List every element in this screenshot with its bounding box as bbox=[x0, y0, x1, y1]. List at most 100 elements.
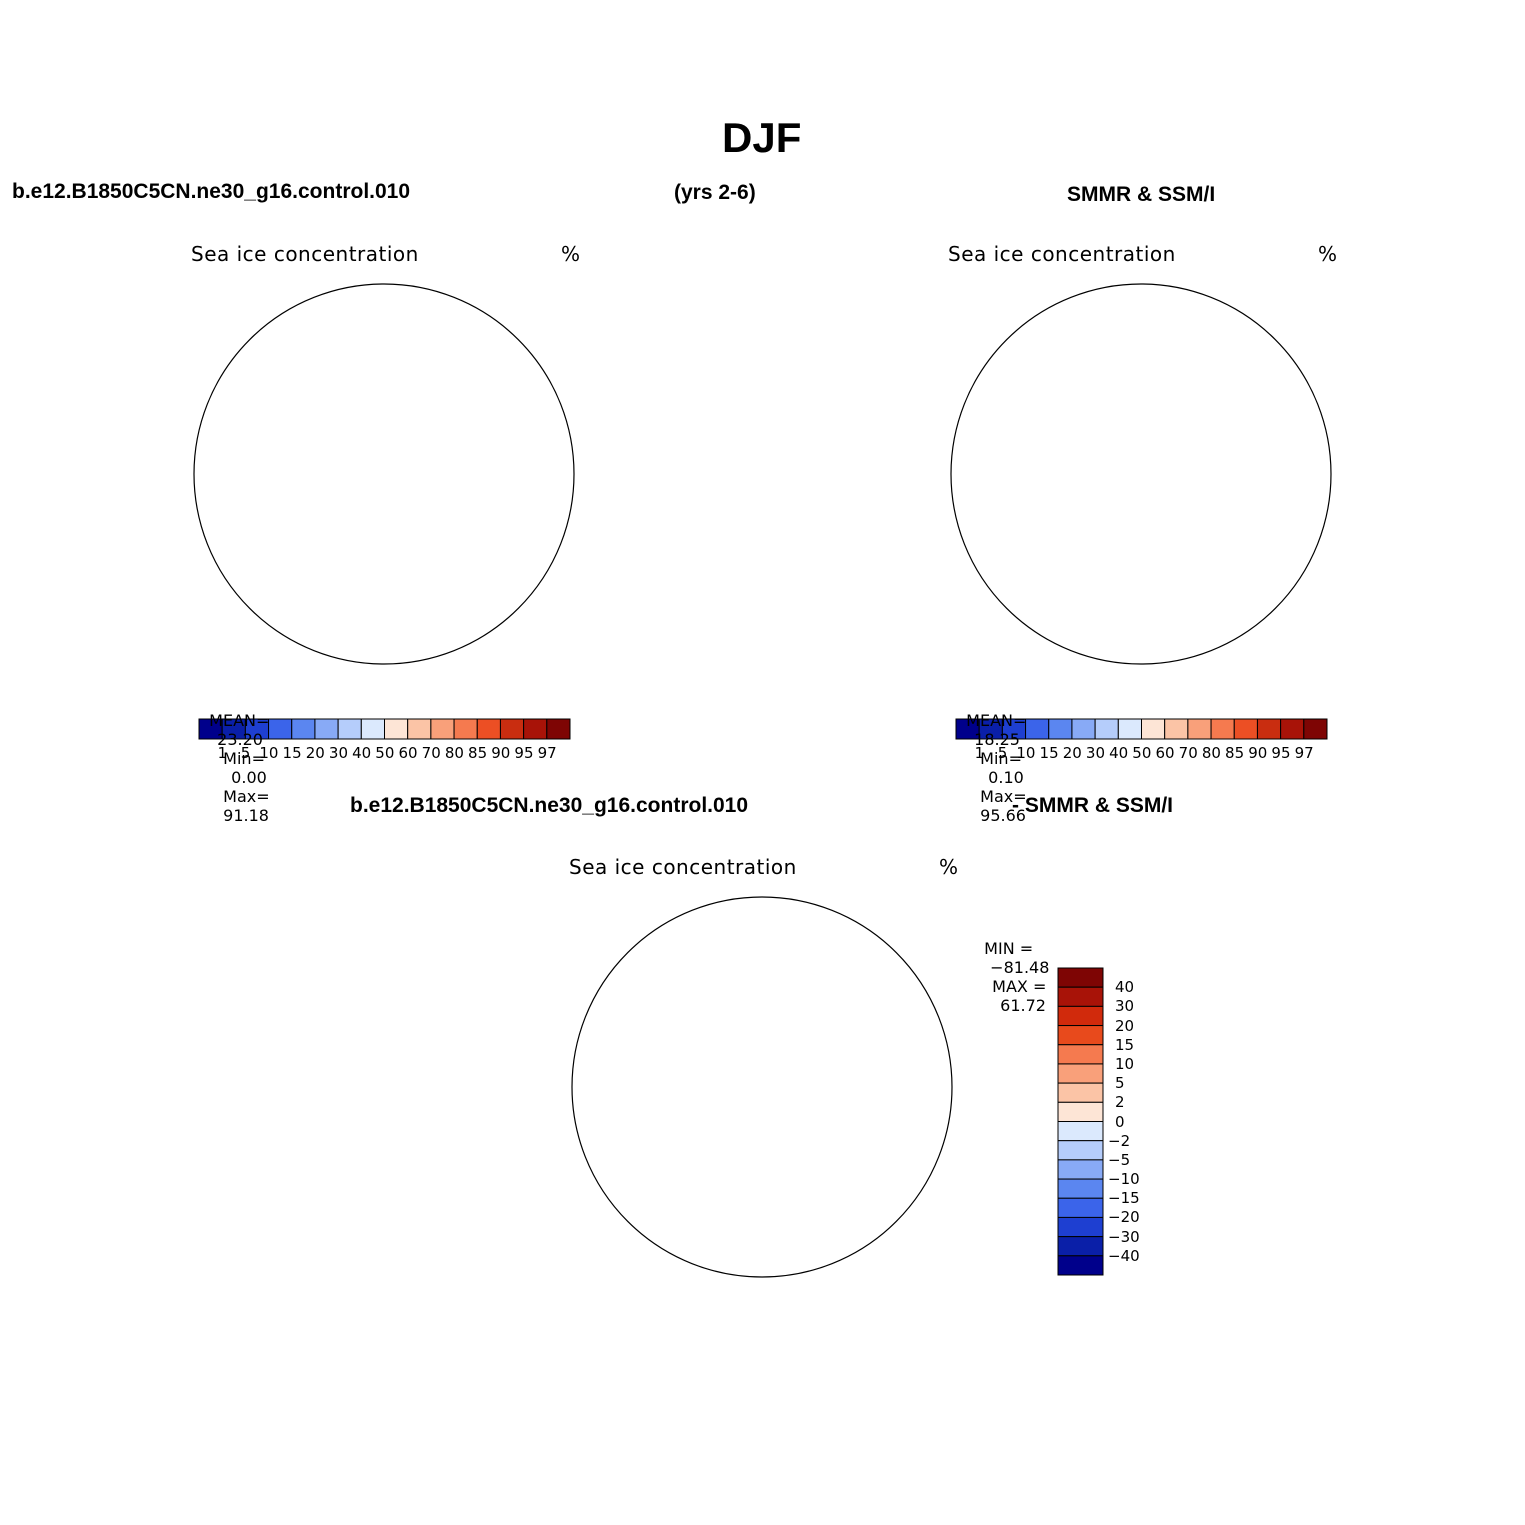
diff-weddell-negative bbox=[622, 967, 732, 1057]
colorbar-tick-label: 95 bbox=[1271, 744, 1291, 762]
model-min-value: 0.00 bbox=[231, 768, 267, 787]
obs-concentration-band bbox=[1002, 337, 1283, 613]
colorbar-swatch bbox=[1057, 1236, 1104, 1257]
colorbar-tick-label: 10 bbox=[1115, 1054, 1135, 1073]
colorbar-swatch bbox=[1057, 1216, 1104, 1238]
colorbar-tick-label: 5 bbox=[240, 744, 251, 762]
diff-antarctica-coast bbox=[650, 978, 891, 1193]
obs-concentration-band bbox=[997, 328, 1291, 620]
colorbar-swatch bbox=[1210, 718, 1235, 740]
colorbar-swatch bbox=[1057, 1082, 1104, 1103]
diff-small-positive-band bbox=[604, 914, 940, 1253]
diff-very-large-positive-band bbox=[640, 952, 897, 1209]
model-max-value: 91.18 bbox=[223, 806, 269, 825]
colorbar-tick-label: 5 bbox=[1115, 1074, 1125, 1093]
model-panel-units: % bbox=[561, 242, 581, 266]
colorbar-swatch bbox=[1141, 718, 1166, 740]
colorbar-tick-label: −15 bbox=[1108, 1189, 1140, 1208]
model-panel-title: Sea ice concentration bbox=[191, 242, 419, 266]
model-min-label: Min= bbox=[223, 749, 265, 768]
colorbar-swatch bbox=[1057, 1178, 1104, 1199]
colorbar-swatch bbox=[1057, 1140, 1104, 1161]
colorbar-tick-label: 30 bbox=[328, 744, 349, 762]
colorbar-swatch bbox=[1057, 986, 1104, 1007]
colorbar-tick-label: 50 bbox=[375, 744, 395, 762]
model-mean-value: 23.20 bbox=[217, 730, 263, 749]
obs-stats: MEAN= 18.25 Min= 0.10 Max= 95.66 bbox=[956, 692, 1027, 825]
obs-header: SMMR & SSM/I bbox=[1067, 183, 1216, 206]
colorbar-tick-label: 20 bbox=[1062, 744, 1082, 762]
model-concentration-band bbox=[231, 314, 548, 630]
diff-ross-negative bbox=[637, 1162, 727, 1202]
obs-antarctica-coast bbox=[1029, 365, 1270, 580]
colorbar-tick-label: 70 bbox=[421, 744, 441, 762]
colorbar-swatch bbox=[1057, 1044, 1104, 1065]
colorbar-swatch bbox=[268, 718, 293, 740]
model-mean-label: MEAN= bbox=[209, 711, 270, 730]
colorbar-tick-label: 80 bbox=[444, 744, 464, 762]
colorbar-tick-label: 15 bbox=[1039, 744, 1059, 762]
model-antarctica-coast bbox=[272, 365, 513, 580]
colorbar-swatch bbox=[407, 718, 432, 740]
colorbar-tick-label: 20 bbox=[305, 744, 325, 762]
colorbar-swatch bbox=[1057, 1159, 1104, 1180]
colorbar-swatch bbox=[1057, 1025, 1104, 1046]
diff-small-negative-band bbox=[583, 903, 946, 1264]
colorbar-swatch bbox=[360, 718, 385, 740]
diff-west-light-negative bbox=[562, 887, 652, 1287]
obs-min-value: 0.10 bbox=[988, 768, 1024, 787]
diff-background bbox=[562, 887, 962, 1287]
colorbar-tick-label: −40 bbox=[1108, 1246, 1140, 1265]
obs-colorbar bbox=[955, 718, 1328, 740]
colorbar-tick-label: −10 bbox=[1108, 1170, 1140, 1189]
obs-concentration-band bbox=[1018, 352, 1257, 592]
colorbar-swatch bbox=[1057, 1005, 1104, 1027]
colorbar-tick-label: −2 bbox=[1108, 1131, 1131, 1150]
colorbar-swatch bbox=[1057, 1101, 1104, 1122]
colorbar-tick-label: 50 bbox=[1132, 744, 1152, 762]
obs-ice-free-sector bbox=[941, 324, 1001, 674]
obs-concentration-band bbox=[1006, 346, 1273, 606]
colorbar-tick-label: −5 bbox=[1108, 1150, 1131, 1169]
colorbar-swatch bbox=[546, 718, 571, 740]
colorbar-tick-label: 15 bbox=[282, 744, 302, 762]
colorbar-tick-label: 97 bbox=[1294, 744, 1314, 762]
obs-mean-label: MEAN= bbox=[966, 711, 1027, 730]
obs-max-label: Max= bbox=[980, 787, 1027, 806]
model-concentration-band bbox=[271, 356, 506, 591]
model-concentration-band bbox=[274, 369, 496, 584]
colorbar-tick-label: 0 bbox=[1115, 1112, 1125, 1131]
colorbar-tick-label: 10 bbox=[259, 744, 279, 762]
obs-weddell-high-ice bbox=[1023, 374, 1119, 434]
obs-concentration-band bbox=[990, 317, 1300, 627]
diff-stats: MIN = −81.48 MAX = 61.72 bbox=[974, 920, 1049, 1015]
model-stats: MEAN= 23.20 Min= 0.00 Max= 91.18 bbox=[199, 692, 270, 825]
colorbar-swatch bbox=[1280, 718, 1305, 740]
diff-max-label: MAX = bbox=[992, 977, 1047, 996]
colorbar-swatch bbox=[1057, 1121, 1104, 1142]
diff-positive-band bbox=[620, 932, 925, 1237]
colorbar-tick-label: 40 bbox=[1109, 744, 1129, 762]
colorbar-tick-label: 1 bbox=[217, 744, 228, 762]
obs-panel-units: % bbox=[1318, 242, 1338, 266]
diff-map bbox=[562, 887, 962, 1287]
diff-max-value: 61.72 bbox=[1000, 996, 1046, 1015]
obs-map bbox=[941, 283, 1332, 674]
obs-weddell-core bbox=[1037, 386, 1101, 422]
model-concentration-band bbox=[268, 351, 510, 593]
colorbar-tick-label: 70 bbox=[1178, 744, 1198, 762]
model-case-header: b.e12.B1850C5CN.ne30_g16.control.010 bbox=[12, 180, 411, 203]
colorbar-swatch bbox=[314, 718, 339, 740]
colorbar-tick-label: 85 bbox=[468, 744, 488, 762]
diff-panel-units: % bbox=[939, 855, 959, 879]
model-max-label: Max= bbox=[223, 787, 270, 806]
model-concentration-band bbox=[197, 279, 581, 663]
colorbar-tick-label: 30 bbox=[1115, 997, 1135, 1016]
diff-inner-band bbox=[647, 967, 882, 1199]
model-concentration-band bbox=[263, 346, 515, 599]
colorbar-swatch bbox=[1057, 1197, 1104, 1218]
diff-colorbar bbox=[1057, 967, 1104, 1276]
model-open-ocean bbox=[184, 274, 584, 674]
colorbar-tick-label: 80 bbox=[1201, 744, 1221, 762]
